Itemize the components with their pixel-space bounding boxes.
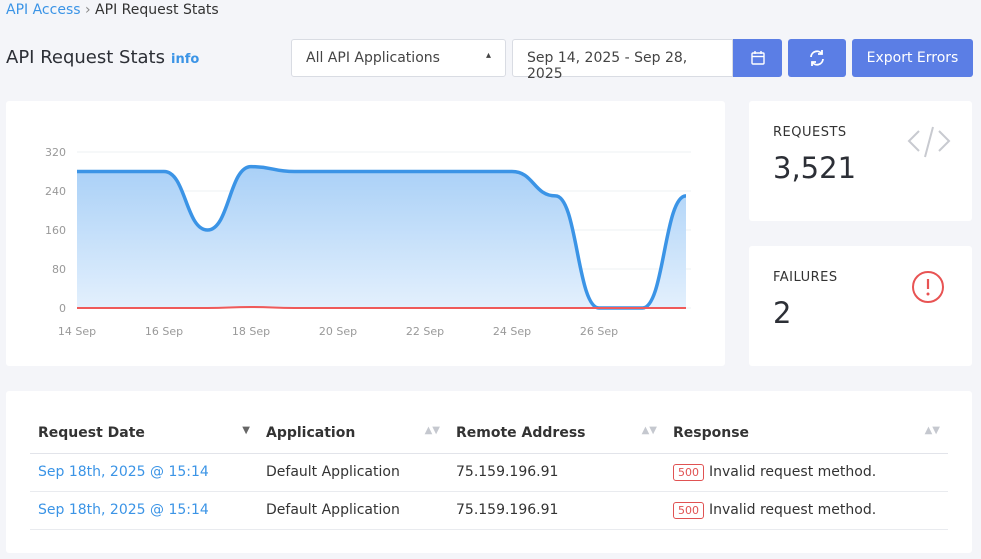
x-tick-label: 18 Sep <box>232 325 270 338</box>
table-row: Sep 18th, 2025 @ 15:14 Default Applicatio… <box>30 491 948 530</box>
request-date[interactable]: Sep 18th, 2025 @ 15:14 <box>30 453 258 492</box>
breadcrumb-link[interactable]: API Access <box>6 2 81 18</box>
code-icon <box>907 126 951 158</box>
chart: 0 80 160 240 320 14 Sep 16 Sep 18 Sep 20 Sep 22 S… <box>45 146 691 338</box>
requests-card: REQUESTS 3,521 <box>749 101 972 221</box>
x-tick-label: 14 Sep <box>58 325 96 338</box>
y-tick-label: 0 <box>59 302 66 315</box>
x-tick-label: 16 Sep <box>145 325 183 338</box>
x-tick-label: 26 Sep <box>580 325 618 338</box>
header-text: Request Date <box>38 424 145 441</box>
column-header[interactable]: Remote Address ▲▼ <box>448 413 665 454</box>
x-tick-label: 20 Sep <box>319 325 357 338</box>
y-tick-label: 240 <box>45 185 66 198</box>
header-text: Application <box>266 424 356 441</box>
column-header[interactable]: Application ▲▼ <box>258 413 448 454</box>
header-text: Remote Address <box>456 424 586 441</box>
y-tick-label: 160 <box>45 224 66 237</box>
requests-table: Request Date ▼ Application ▲▼ Remote Addre… <box>30 413 948 530</box>
application: Default Application <box>258 453 448 492</box>
remote-address: 75.159.196.91 <box>448 453 665 492</box>
x-tick-label: 24 Sep <box>493 325 531 338</box>
refresh-icon <box>810 50 824 66</box>
area <box>77 166 686 308</box>
info-link[interactable]: info <box>171 52 200 67</box>
header-text: Response <box>673 424 750 441</box>
stat-value: 3,521 <box>773 151 857 185</box>
stat-value: 2 <box>773 296 792 330</box>
table-card: Request Date ▼ Application ▲▼ Remote Addre… <box>6 391 972 553</box>
chart-card: 0 80 160 240 320 14 Sep 16 Sep 18 Sep 20 Sep 22 S… <box>6 101 725 366</box>
alert-icon <box>912 271 944 303</box>
stat-label: REQUESTS <box>773 125 847 140</box>
breadcrumb-current: API Request Stats <box>95 2 219 18</box>
title-text: API Request Stats <box>6 47 165 68</box>
remote-address: 75.159.196.91 <box>448 491 665 530</box>
date-range[interactable]: Sep 14, 2025 - Sep 28, 2025 <box>512 39 733 82</box>
select-text: All API Applications <box>306 50 440 66</box>
table-row: Sep 18th, 2025 @ 15:14 Default Applicatio… <box>30 453 948 492</box>
breadcrumb: API Access › API Request Stats <box>6 2 219 18</box>
line <box>76 306 686 309</box>
failures-card: FAILURES 2 <box>749 246 972 366</box>
refresh-button[interactable] <box>788 39 846 77</box>
status-code: 500 <box>673 501 704 519</box>
application-select[interactable]: All API Applications ▴ <box>291 39 506 77</box>
column-header[interactable]: Response ▲▼ <box>665 413 948 454</box>
y-tick-label: 320 <box>45 146 66 159</box>
calendar-icon <box>750 51 765 65</box>
x-tick-label: 22 Sep <box>406 325 444 338</box>
response: 500 Invalid request method. <box>665 491 948 530</box>
page-title: API Request Stats info <box>6 47 199 68</box>
stat-label: FAILURES <box>773 270 838 285</box>
column-header[interactable]: Request Date ▼ <box>30 413 258 454</box>
response: 500 Invalid request method. <box>665 453 948 492</box>
status-code: 500 <box>673 463 704 481</box>
export-button[interactable]: Export Errors <box>852 39 973 77</box>
y-tick-label: 80 <box>52 263 66 276</box>
response-message: Invalid request method. <box>709 463 877 480</box>
response-message: Invalid request method. <box>709 501 877 518</box>
application: Default Application <box>258 491 448 530</box>
request-date[interactable]: Sep 18th, 2025 @ 15:14 <box>30 491 258 530</box>
calendar-button[interactable] <box>733 39 782 77</box>
